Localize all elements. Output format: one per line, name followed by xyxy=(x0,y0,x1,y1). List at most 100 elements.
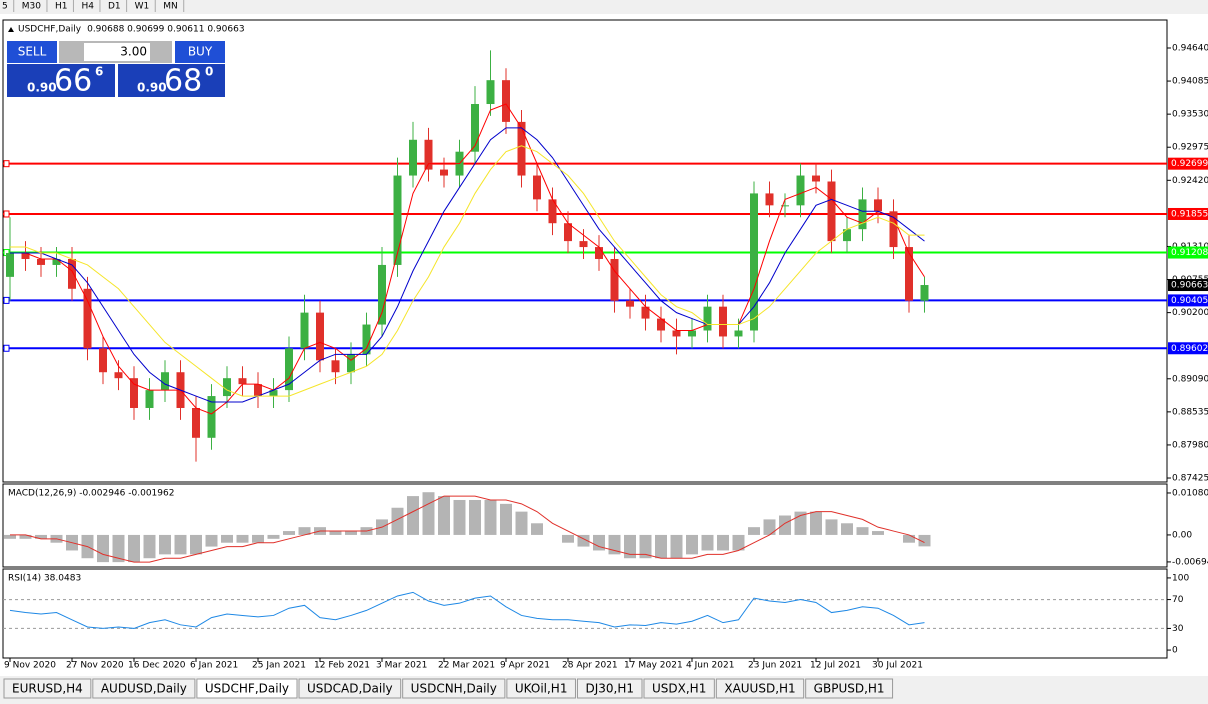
pane-title: USDCHF,Daily xyxy=(18,25,82,35)
candle-body xyxy=(548,199,557,224)
macd-bar xyxy=(422,492,435,535)
timeframe-button[interactable]: M30 xyxy=(22,2,41,12)
x-tick-label: 27 Nov 2020 xyxy=(66,661,124,671)
level-label: 0.92699 xyxy=(1171,159,1208,169)
macd-bar xyxy=(872,531,884,535)
candle-body xyxy=(517,121,526,176)
tab-label[interactable]: USDX,H1 xyxy=(652,682,706,696)
tab-label[interactable]: EURUSD,H4 xyxy=(12,682,83,696)
candle-body xyxy=(502,80,510,122)
macd-bar xyxy=(143,534,156,559)
timeframe-button[interactable]: W1 xyxy=(135,2,150,12)
y-tick-label: 0.93530 xyxy=(1172,110,1208,120)
sell-label[interactable]: SELL xyxy=(18,45,47,59)
y-tick-label: 0.90200 xyxy=(1172,308,1208,318)
candle-body xyxy=(796,175,805,206)
x-tick-label: 17 May 2021 xyxy=(624,661,683,671)
macd-bar xyxy=(624,534,636,559)
candle-body xyxy=(533,175,541,200)
y-tick-label: 0.94085 xyxy=(1172,77,1208,87)
toolbar xyxy=(0,0,1208,14)
macd-bar xyxy=(701,534,714,551)
candle-body xyxy=(130,378,138,408)
x-tick-label: 12 Feb 2021 xyxy=(314,661,370,671)
candle-body xyxy=(920,285,929,301)
macd-bar xyxy=(825,519,838,535)
tab-label[interactable]: DJ30,H1 xyxy=(585,682,634,696)
candle-body xyxy=(765,193,774,206)
buy-button[interactable] xyxy=(175,41,225,63)
y-tick-label: 0.87980 xyxy=(1172,440,1208,450)
sell-price-box[interactable] xyxy=(7,64,115,97)
macd-bar xyxy=(841,523,853,535)
moving-average xyxy=(10,103,925,415)
y-tick-label: 0.87425 xyxy=(1172,474,1208,484)
tab[interactable] xyxy=(402,678,506,699)
tab[interactable] xyxy=(92,678,196,699)
level-label-box xyxy=(1168,294,1208,307)
sell-button[interactable] xyxy=(7,41,57,63)
macd-bar xyxy=(252,534,264,543)
timeframe-button[interactable]: H4 xyxy=(81,2,94,12)
tab-label[interactable]: XAUUSD,H1 xyxy=(724,682,795,696)
level-label: 0.91208 xyxy=(1171,248,1208,258)
buy-label[interactable]: BUY xyxy=(188,45,213,59)
tab[interactable] xyxy=(576,678,643,699)
tab[interactable] xyxy=(298,678,402,699)
tab[interactable] xyxy=(643,678,715,699)
tab-label[interactable]: GBPUSD,H1 xyxy=(814,682,885,696)
buy-price-box[interactable] xyxy=(118,64,225,97)
tab[interactable] xyxy=(196,678,298,699)
candle-body xyxy=(688,330,696,337)
macd-bar xyxy=(732,534,745,551)
volume[interactable]: 3.00 xyxy=(120,45,147,59)
macd-bar xyxy=(717,534,729,551)
tab[interactable] xyxy=(506,678,576,699)
volume-input[interactable] xyxy=(84,43,150,61)
macd-bar xyxy=(190,534,202,555)
trade-panel: SELL 3.00 BUY 0.90 66 6 0.90 68 0 xyxy=(7,41,225,99)
tab-label[interactable]: AUDUSD,Daily xyxy=(101,682,187,696)
macd-bar xyxy=(577,534,590,547)
y-tick-label: 0.010805 xyxy=(1172,488,1208,498)
macd-bar xyxy=(779,515,791,535)
tab-label[interactable]: USDCAD,Daily xyxy=(307,682,393,696)
rsi-pane xyxy=(2,568,1168,659)
level-label: 0.91855 xyxy=(1171,209,1208,219)
tab[interactable] xyxy=(805,678,894,699)
macd-bar xyxy=(469,499,481,535)
tab[interactable] xyxy=(3,678,92,699)
tab-label[interactable]: USDCNH,Daily xyxy=(411,682,497,696)
timeframe-button[interactable]: D1 xyxy=(108,2,121,12)
tab[interactable] xyxy=(715,678,805,699)
macd-bar xyxy=(345,531,357,535)
candle-body xyxy=(254,384,262,397)
timeframe-button[interactable]: 5 xyxy=(2,2,8,12)
candle-body xyxy=(424,139,433,170)
y-tick-label: 0.94640 xyxy=(1172,43,1208,53)
macd-bar xyxy=(174,534,187,555)
tab-label[interactable]: UKOil,H1 xyxy=(515,682,568,696)
sell-price-prefix: 0.90 xyxy=(27,81,57,95)
pane-title: RSI(14) 38.0483 xyxy=(8,574,81,584)
macd-bar xyxy=(562,534,574,543)
x-tick-label: 25 Jan 2021 xyxy=(252,661,306,671)
current-price-box xyxy=(1168,279,1208,292)
tab-label[interactable]: USDCHF,Daily xyxy=(205,682,289,696)
level-label-box xyxy=(1168,157,1208,170)
buy-price-prefix: 0.90 xyxy=(137,81,167,95)
y-tick-label: 0.88535 xyxy=(1172,407,1208,417)
timeframe-button[interactable]: H1 xyxy=(55,2,68,12)
macd-bar xyxy=(593,534,605,551)
macd-bar xyxy=(236,534,249,543)
x-tick-label: 6 Jan 2021 xyxy=(190,661,238,671)
candle-body xyxy=(641,306,650,319)
macd-bar xyxy=(159,534,171,555)
x-tick-label: 22 Mar 2021 xyxy=(438,661,495,671)
timeframe-button[interactable]: MN xyxy=(163,2,178,12)
signal-line xyxy=(10,495,925,563)
x-tick-label: 23 Jun 2021 xyxy=(748,661,802,671)
macd-bar xyxy=(112,534,125,563)
collapse-icon[interactable] xyxy=(8,27,14,32)
current-price-label: 0.90663 xyxy=(1171,281,1208,291)
